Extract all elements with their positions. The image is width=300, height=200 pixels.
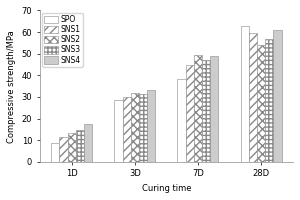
Bar: [186, 65, 194, 162]
Y-axis label: Compressive strength/MPa: Compressive strength/MPa: [7, 30, 16, 143]
Bar: [249, 33, 257, 162]
Bar: [114, 100, 123, 162]
Bar: [59, 137, 68, 162]
Bar: [68, 133, 76, 162]
Bar: [84, 124, 92, 162]
Bar: [76, 130, 84, 162]
Bar: [51, 143, 59, 162]
Bar: [241, 26, 249, 162]
Bar: [194, 55, 202, 162]
Bar: [202, 60, 210, 162]
Bar: [265, 39, 273, 162]
Bar: [123, 97, 131, 162]
Bar: [177, 79, 186, 162]
Legend: SPO, SNS1, SNS2, SNS3, SNS4: SPO, SNS1, SNS2, SNS3, SNS4: [42, 13, 83, 67]
Bar: [257, 45, 265, 162]
Bar: [147, 90, 155, 162]
Bar: [131, 93, 139, 162]
Bar: [210, 56, 218, 162]
X-axis label: Curing time: Curing time: [142, 184, 191, 193]
Bar: [139, 94, 147, 162]
Bar: [273, 30, 281, 162]
